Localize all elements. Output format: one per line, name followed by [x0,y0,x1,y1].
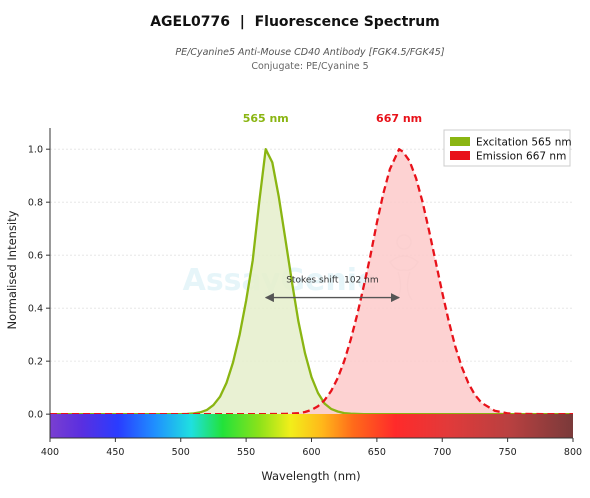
excitation-legend-swatch [450,137,470,146]
x-tick-label-700: 700 [433,447,451,458]
excitation-peak-label: 565 nm [243,112,289,125]
x-tick-label-550: 550 [237,447,255,458]
excitation-legend-label: Excitation 565 nm [476,137,572,149]
x-tick-label-400: 400 [41,447,59,458]
x-tick-label-750: 750 [499,447,517,458]
y-tick-label-0: 0.0 [28,410,43,421]
chart-subtitle: PE/Cyanine5 Anti-Mouse CD40 Antibody [FG… [175,47,444,58]
x-tick-label-500: 500 [172,447,190,458]
emission-area [50,149,573,415]
emission-peak-label: 667 nm [376,112,422,125]
x-axis-ticks: 400 450 500 550 600 650 700 750 800 [41,438,582,458]
y-axis-ticks: 0.0 0.2 0.4 0.6 0.8 1.0 [28,145,50,421]
conjugate-label: Conjugate: PE/Cyanine 5 [251,61,368,72]
emission-legend-swatch [450,151,470,160]
y-tick-label-3: 0.6 [28,251,43,262]
y-tick-label-5: 1.0 [28,145,43,156]
legend: Excitation 565 nm Emission 667 nm [443,129,572,167]
chart-title: AGEL0776 | Fluorescence Spectrum [150,14,440,30]
stokes-shift-label: Stokes shift 102 nm [286,276,378,286]
x-tick-label-650: 650 [368,447,386,458]
x-axis-label: Wavelength (nm) [261,469,360,483]
peak-labels: 565 nm 667 nm [243,112,422,125]
y-axis-label: Normalised Intensity [5,210,19,329]
emission-legend-label: Emission 667 nm [476,151,566,163]
visible-spectrum-bar [50,414,573,438]
stokes-shift-annotation: Stokes shift 102 nm [264,276,401,303]
x-tick-label-450: 450 [106,447,124,458]
spectrum-fills [50,149,573,415]
x-tick-label-600: 600 [302,447,320,458]
emission-line [50,148,573,416]
y-tick-label-1: 0.2 [28,357,43,368]
y-tick-label-2: 0.4 [28,304,43,315]
x-tick-label-800: 800 [564,447,582,458]
y-tick-label-4: 0.8 [28,198,43,209]
